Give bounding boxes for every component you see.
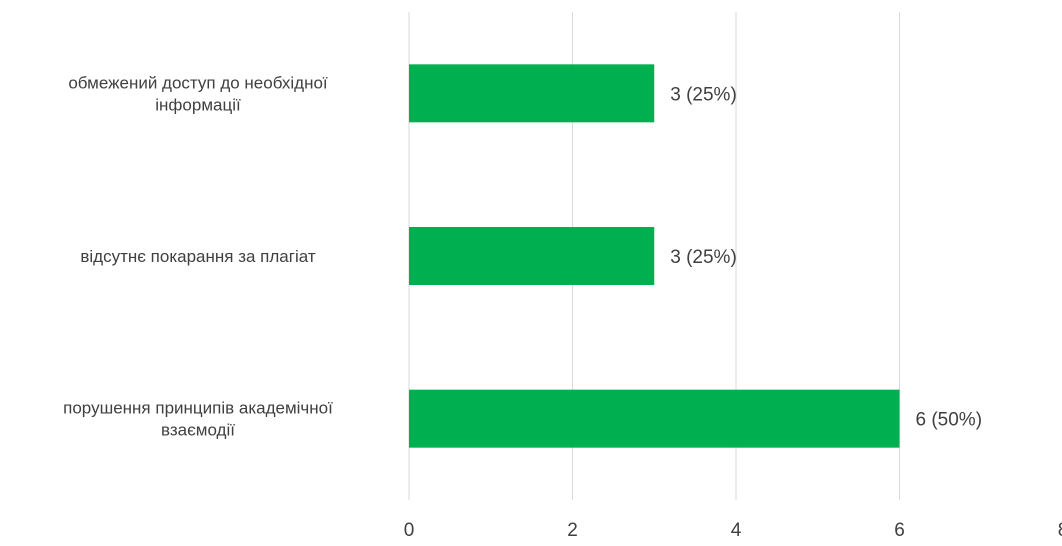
x-tick-label: 4 bbox=[731, 520, 742, 541]
data-label: 3 (25%) bbox=[670, 84, 737, 105]
category-labels: обмежений доступ до необхідної інформації… bbox=[63, 73, 333, 439]
data-label: 6 (50%) bbox=[916, 410, 983, 431]
category-label-line: відсутнє покарання за плагіат bbox=[80, 247, 315, 266]
x-tick-label: 8 bbox=[1058, 520, 1062, 541]
x-tick-label: 6 bbox=[894, 520, 905, 541]
bar bbox=[409, 389, 900, 448]
category-label-line: інформації bbox=[155, 95, 241, 114]
category-label: порушення принципів академічної взаємодії bbox=[63, 399, 333, 440]
x-tick-label: 0 bbox=[404, 520, 415, 541]
bar bbox=[409, 227, 655, 285]
category-label: обмежений доступ до необхідної інформації bbox=[68, 73, 328, 114]
category-label-line: обмежений доступ до необхідної bbox=[68, 73, 328, 92]
bar bbox=[409, 64, 655, 123]
x-tick-label: 2 bbox=[567, 520, 578, 541]
category-label: відсутнє покарання за плагіат bbox=[80, 247, 315, 266]
category-label-line: порушення принципів академічної bbox=[63, 399, 333, 418]
data-label: 3 (25%) bbox=[670, 247, 737, 268]
bars bbox=[409, 64, 900, 448]
data-labels: 3 (25%) 3 (25%) 6 (50%) bbox=[670, 84, 982, 430]
category-label-line: взаємодії bbox=[161, 421, 235, 440]
x-axis-tick-labels: 0 2 4 6 8 bbox=[404, 520, 1062, 541]
